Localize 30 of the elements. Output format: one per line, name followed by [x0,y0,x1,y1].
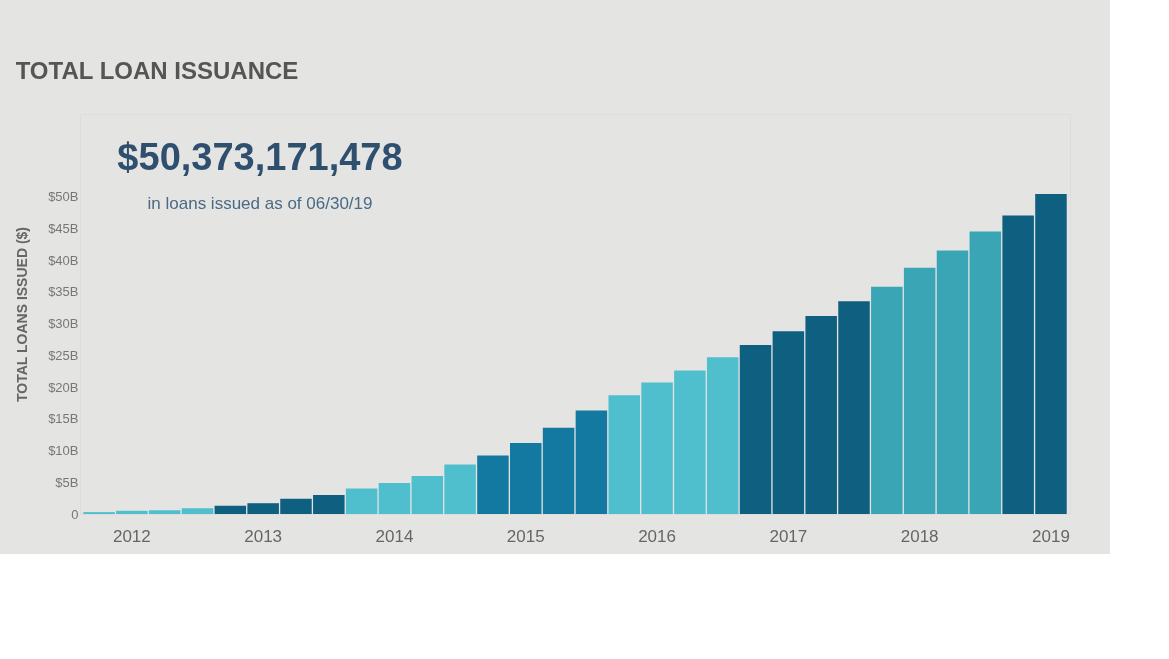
x-tick-label: 2017 [769,526,808,546]
bar [969,231,1002,514]
y-tick-label: $45B [48,220,79,236]
x-tick-label: 2019 [1032,526,1070,546]
chart-title: TOTAL LOAN ISSUANCE [15,57,299,84]
y-tick-label: $25B [48,347,79,363]
y-tick-label: 0 [71,506,79,522]
x-tick-label: 2015 [506,526,545,546]
bar [181,508,214,514]
x-tick-label: 2016 [638,526,676,546]
x-tick-label: 2014 [375,526,414,546]
x-tick-label: 2012 [112,526,151,546]
x-tick-label: 2013 [244,526,283,546]
y-tick-label: $30B [48,316,79,332]
y-tick-label: $20B [48,379,79,395]
annotation: in loans issued as of 06/30/19 [147,194,373,213]
y-axis-title: TOTAL LOANS ISSUED ($) [14,226,31,403]
y-tick-label: $15B [48,411,79,427]
y-tick-label: $5B [55,474,79,490]
y-tick-label: $50B [48,189,79,205]
y-tick-label: $40B [48,252,79,268]
bar [936,250,969,514]
y-tick-label: $10B [48,443,79,459]
bar [378,482,411,514]
bar [739,345,772,514]
annotation: $50,373,171,478 [117,136,403,178]
bar [575,410,608,514]
bar [345,488,378,514]
x-tick-label: 2018 [900,526,939,546]
y-tick-label: $35B [48,284,79,300]
